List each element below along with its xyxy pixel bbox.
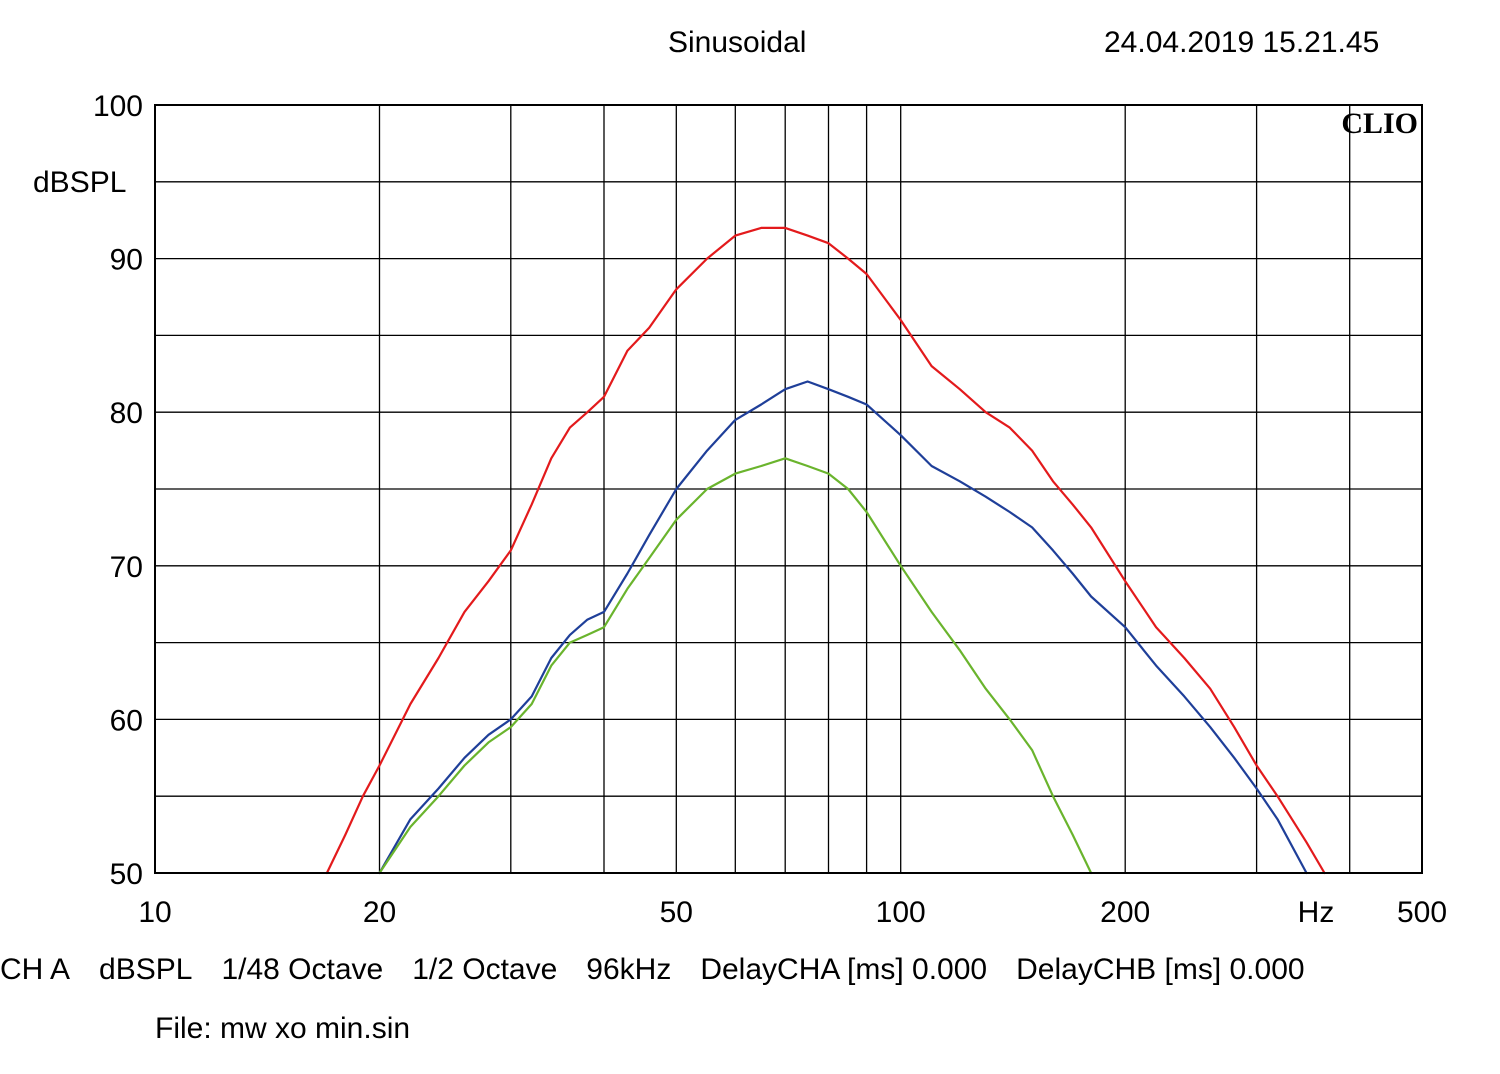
timestamp: 24.04.2019 15.21.45 (1104, 26, 1380, 59)
smoothing-label: 1/48 Octave (221, 953, 384, 986)
series-group (325, 226, 1326, 875)
tick-labels: 10 20 50 100 200 500 50 60 70 80 90 100 (93, 90, 1447, 929)
series-line-2 (378, 380, 1308, 875)
frequency-response-chart: 10 20 50 100 200 500 50 60 70 80 90 100 dBSPL Hz CL… (33, 90, 1447, 929)
grid (155, 105, 1422, 873)
delay-chb-label: DelayCHB [ms] 0.000 (1016, 953, 1305, 986)
measurement-settings: CH A dBSPL 1/48 Octave 1/2 Octave 96kHz Delay… (0, 953, 1500, 987)
clio-logo: CLIO (1341, 107, 1418, 140)
y-tick-label: 70 (110, 551, 143, 584)
y-tick-label: 60 (110, 704, 143, 737)
x-tick-label: 10 (138, 896, 171, 929)
x-tick-label: 20 (363, 896, 396, 929)
series-line-1 (325, 226, 1326, 875)
y-axis-label: dBSPL (33, 166, 126, 199)
y-tick-label: 80 (110, 397, 143, 430)
x-axis-label: Hz (1298, 896, 1335, 929)
resolution-label: 1/2 Octave (412, 953, 558, 986)
channel-label: CH A (0, 953, 71, 986)
x-tick-label: 200 (1100, 896, 1150, 929)
x-tick-label: 100 (876, 896, 926, 929)
y-tick-label: 100 (93, 90, 143, 123)
plot-frame (154, 104, 1423, 874)
series-line-3 (378, 457, 1093, 875)
x-tick-label: 500 (1397, 896, 1447, 929)
unit-label: dBSPL (99, 953, 193, 986)
file-name: File: mw xo min.sin (155, 1012, 411, 1045)
y-tick-label: 50 (110, 858, 143, 891)
delay-cha-label: DelayCHA [ms] 0.000 (700, 953, 988, 986)
y-tick-label: 90 (110, 244, 143, 277)
x-tick-label: 50 (660, 896, 693, 929)
chart-title: Sinusoidal (668, 26, 807, 59)
sample-rate-label: 96kHz (586, 953, 672, 986)
